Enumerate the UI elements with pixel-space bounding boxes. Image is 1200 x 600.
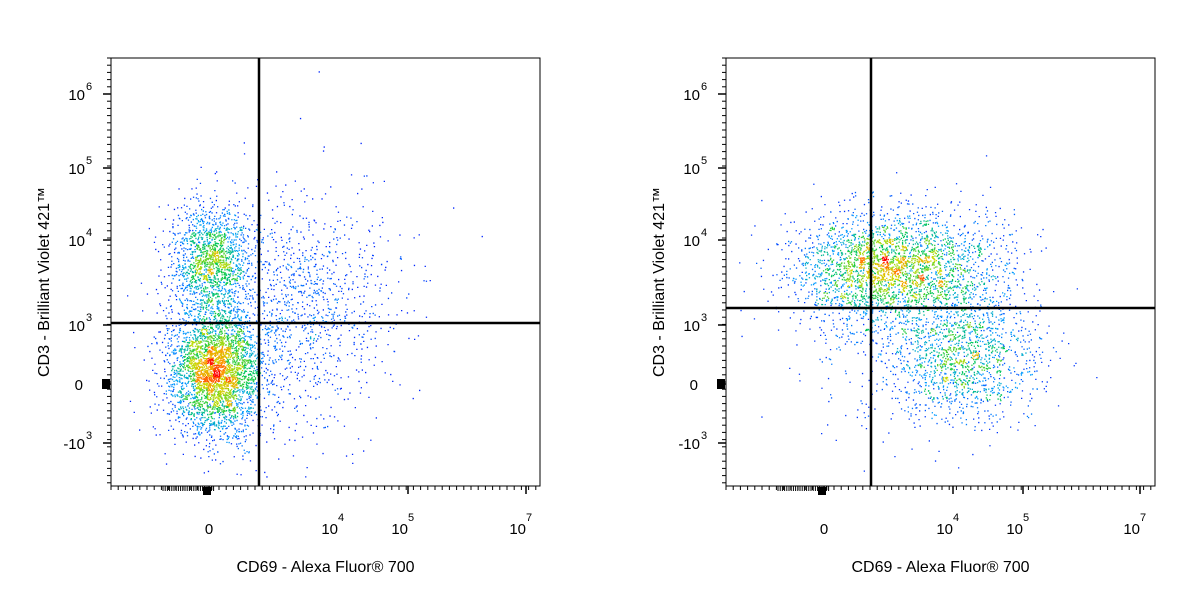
y-tick-label: -10	[678, 436, 700, 453]
data-point-group	[195, 346, 215, 383]
x-tick-exponent: 7	[526, 512, 532, 524]
x-tick-label: 0	[205, 521, 213, 538]
y-tick-exponent: 4	[86, 227, 92, 239]
data-point-group	[882, 256, 889, 264]
data-point-group	[201, 376, 232, 383]
data-point-group	[183, 232, 250, 414]
y-axis-title: CD3 - Brilliant Violet 421™	[651, 187, 668, 377]
y-tick-exponent: 6	[701, 81, 707, 93]
plot-frame	[110, 57, 541, 487]
y-tick-exponent: 3	[701, 312, 707, 324]
y-tick-label: 10	[683, 233, 700, 250]
x-tick-label: 10	[321, 521, 338, 538]
y-tick-exponent: 5	[86, 155, 92, 167]
y-tick-label: 0	[690, 377, 698, 394]
y-tick-exponent: 5	[701, 155, 707, 167]
data-point-group	[177, 226, 317, 431]
data-point-group	[870, 238, 919, 288]
data-point-group	[195, 346, 227, 395]
x-zero-marker	[203, 487, 211, 495]
x-zero-marker	[818, 487, 826, 495]
x-tick-exponent: 7	[1140, 512, 1146, 524]
y-tick-label: 10	[683, 87, 700, 104]
y-tick-label: 10	[68, 87, 85, 104]
data-point-group	[207, 358, 215, 366]
data-point-group	[171, 209, 316, 444]
y-tick-exponent: 4	[701, 227, 707, 239]
y-tick-exponent: 6	[86, 81, 92, 93]
data-point-group	[918, 274, 925, 282]
x-axis-title: CD69 - Alexa Fluor® 700	[851, 559, 1029, 576]
x-tick-label: 10	[1123, 521, 1140, 538]
x-tick-label: 10	[391, 521, 408, 538]
data-point-group	[858, 244, 980, 359]
y-tick-label: 10	[68, 318, 85, 335]
x-axis-title: CD69 - Alexa Fluor® 700	[236, 559, 414, 576]
x-tick-label: 0	[820, 521, 828, 538]
x-tick-label: 10	[509, 521, 526, 538]
data-point-group	[195, 346, 233, 396]
y-tick-label: 10	[683, 161, 700, 178]
x-tick-exponent: 4	[953, 512, 959, 524]
data-point-group	[858, 257, 901, 276]
data-point-group	[219, 364, 227, 372]
x-tick-exponent: 5	[1023, 512, 1029, 524]
data-point-group	[213, 364, 221, 383]
data-point-group	[189, 358, 226, 390]
y-tick-label: 10	[683, 318, 700, 335]
data-point-group	[213, 370, 221, 378]
x-tick-label: 10	[936, 521, 953, 538]
y-axis-title: CD3 - Brilliant Violet 421™	[36, 187, 53, 377]
y-tick-exponent: 3	[86, 312, 92, 324]
x-tick-exponent: 5	[408, 512, 414, 524]
y-tick-label: 10	[68, 233, 85, 250]
data-point-group	[183, 232, 257, 420]
y-tick-exponent: 3	[701, 430, 707, 442]
data-point-group	[202, 352, 221, 390]
x-tick-label: 10	[1006, 521, 1023, 538]
data-points	[127, 71, 483, 478]
data-points	[739, 155, 1098, 472]
data-point-group	[900, 257, 944, 288]
y-tick-label: -10	[63, 436, 85, 453]
x-tick-exponent: 4	[338, 512, 344, 524]
y-tick-label: 0	[75, 377, 83, 394]
y-tick-label: 10	[68, 161, 85, 178]
y-tick-exponent: 3	[86, 430, 92, 442]
plot-frame	[725, 57, 1156, 487]
